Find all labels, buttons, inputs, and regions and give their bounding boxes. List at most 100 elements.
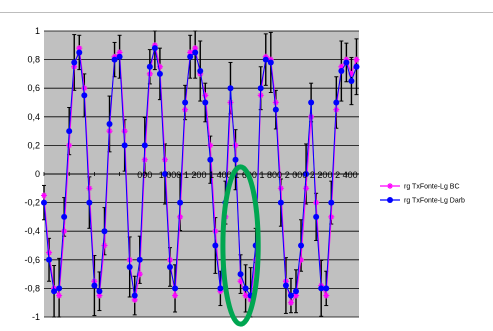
series-2-point (353, 63, 360, 70)
series-2-point (76, 49, 83, 56)
x-tick-label: 000 (137, 170, 152, 180)
x-tick-label: 1 600 (234, 170, 257, 180)
series-1-point (202, 92, 209, 99)
series-2-point (197, 68, 204, 75)
series-2-point (111, 56, 118, 63)
series-2-point (106, 120, 113, 127)
series-2-point (303, 171, 310, 177)
series-2-point (177, 199, 184, 206)
annotation-layer (220, 164, 261, 327)
series-1-point (66, 142, 73, 149)
series-2-point (298, 242, 305, 249)
y-tick-label: 0 (35, 169, 40, 179)
series-2-point (282, 282, 289, 289)
series-1-point (272, 99, 279, 106)
series-1-point (177, 213, 184, 220)
series-1-point (131, 296, 138, 303)
series-2-point (313, 213, 320, 220)
series-2-point (66, 128, 73, 135)
series-2-point (202, 99, 209, 106)
series-2-point (212, 242, 219, 249)
series-1-point (121, 128, 128, 135)
series-2-point (61, 213, 68, 220)
series-2-point (318, 285, 325, 292)
series-2-point (272, 106, 279, 113)
series-1-point (96, 292, 103, 299)
series-2-point (156, 70, 163, 77)
series-1-point (141, 156, 148, 163)
x-tick-label: 2 200 (310, 170, 333, 180)
series-1-point (237, 278, 244, 285)
gridlines (44, 30, 359, 318)
y-tick-label: 0,6 (27, 83, 40, 93)
series-2-point (257, 85, 264, 92)
series-2-point (217, 285, 224, 292)
series-2-point (46, 256, 53, 263)
series-1-point (61, 228, 68, 235)
series-2-point (333, 99, 340, 106)
y-tick-label: 0,4 (27, 112, 40, 122)
y-tick-label: -0,6 (24, 255, 40, 265)
series-2-point (192, 49, 199, 56)
series-1-point (86, 185, 93, 192)
series-2-point (328, 199, 335, 206)
legend: rg TxFonte-Lg BC rg TxFonte-Lg Darb (380, 183, 465, 205)
x-tick-label: 2 000 (285, 170, 308, 180)
series-2-point (323, 285, 330, 292)
series-2-point (116, 53, 123, 60)
series-1-point (46, 249, 53, 256)
series-2-point (101, 228, 108, 235)
annotation-ellipse (220, 164, 261, 327)
series-1-point (313, 199, 320, 206)
series-2-point (338, 68, 345, 75)
series-2-point (96, 288, 103, 295)
series-2-point (151, 45, 158, 52)
x-tick-label: 2 400 (335, 170, 358, 180)
series-2-point (227, 85, 234, 92)
x-tick-label: 1 200 (184, 170, 207, 180)
series-2-point (308, 99, 315, 106)
series-1-point (41, 192, 47, 199)
series-2-point (91, 282, 98, 289)
series-1-point (172, 292, 179, 299)
series-2-point (56, 285, 63, 292)
series-1-point (81, 85, 88, 92)
series-2-point (121, 142, 128, 149)
y-tick-label: 0,2 (27, 140, 40, 150)
series-2-point (293, 288, 299, 295)
series-2-point (71, 59, 78, 66)
series-2-point (207, 156, 214, 163)
legend-label-1: rg TxFonte-Lg BC (404, 184, 460, 191)
series-1-point (116, 49, 123, 56)
series-1-point (232, 142, 239, 149)
legend-label-2: rg TxFonte-Lg Darb (404, 198, 465, 205)
series-2-point (86, 199, 93, 206)
series-1-point (76, 45, 83, 52)
y-tick-label: -0,4 (24, 226, 40, 236)
legend-marker-1 (387, 183, 393, 189)
series-1-point (242, 292, 249, 299)
series-1-point (156, 63, 163, 70)
x-axis-ticks: 000 1 000 1 200 1 400 1 600 1 800 2 000 2 200 2 … (43, 170, 358, 180)
series-1-point (308, 113, 315, 120)
series-2-point (187, 53, 194, 60)
series-1-point (136, 271, 143, 278)
series-1-point (187, 49, 194, 56)
series-2-point (348, 78, 355, 85)
series-1-point (323, 292, 330, 299)
series-1-point (298, 256, 305, 263)
series-2-point (146, 63, 153, 70)
series-1-point (277, 185, 284, 192)
series-1-point (247, 296, 254, 303)
series-1-point (212, 228, 219, 235)
series-2-point (136, 256, 143, 263)
series-1-point (293, 292, 299, 299)
series-2-point (131, 292, 138, 299)
series-2-point (41, 199, 47, 206)
series-1-point (303, 185, 310, 192)
series-2-point (232, 156, 239, 163)
series-2-point (167, 263, 173, 270)
y-tick-label: -0,2 (24, 198, 40, 208)
x-tick-label: 1 000 (159, 170, 182, 180)
